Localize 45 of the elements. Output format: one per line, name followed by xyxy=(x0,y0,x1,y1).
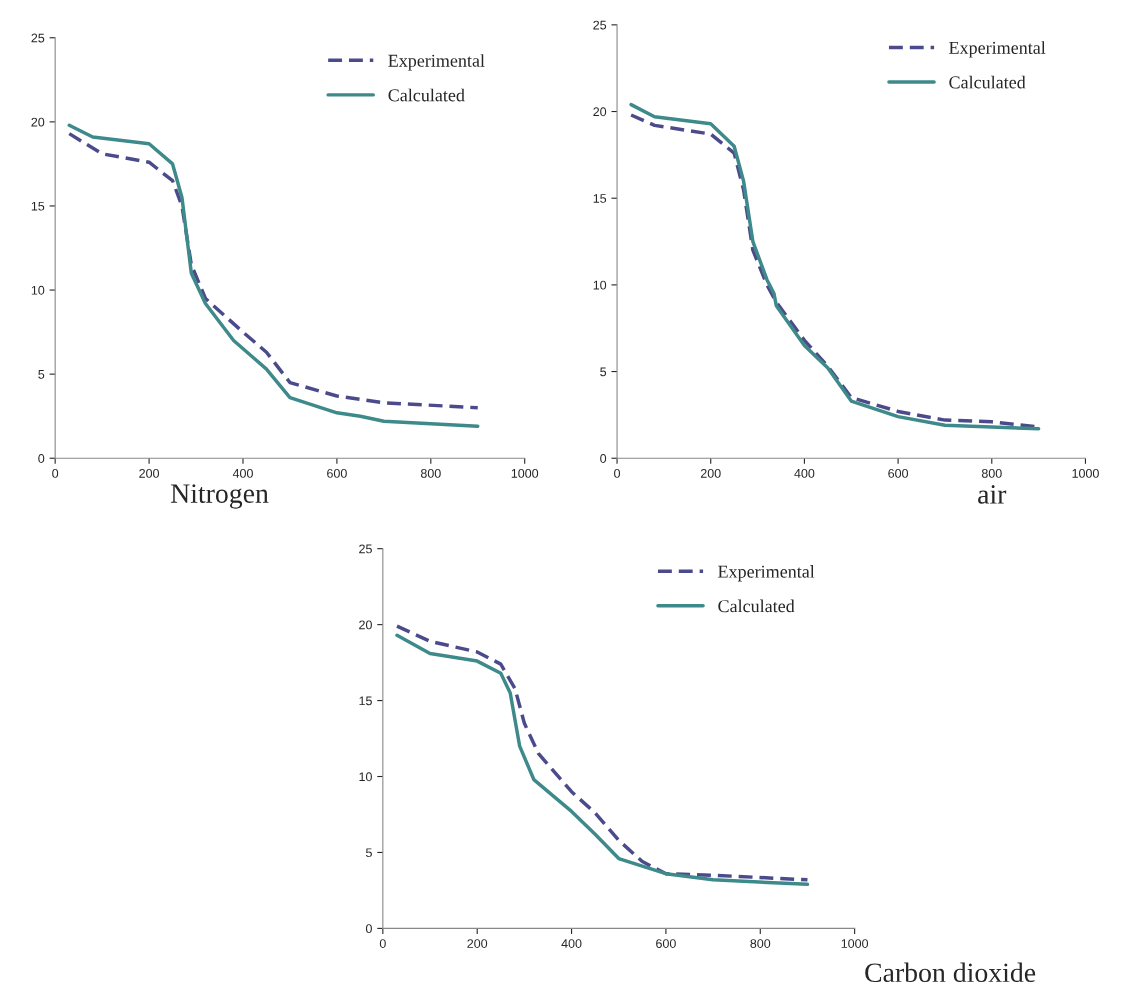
y-tick-label: 25 xyxy=(593,20,607,30)
x-axis-title: Nitrogen xyxy=(170,484,269,509)
x-tick-label: 800 xyxy=(750,939,771,948)
legend-label: Experimental xyxy=(949,41,1046,58)
y-tick-label: 15 xyxy=(31,201,45,211)
y-tick-label: 5 xyxy=(365,848,372,858)
x-tick-label: 400 xyxy=(794,468,815,478)
y-tick-label: 20 xyxy=(593,107,607,117)
x-tick-label: 600 xyxy=(888,468,909,478)
x-axis-title: Carbon dioxide xyxy=(865,962,1036,983)
y-tick-label: 10 xyxy=(31,285,45,295)
legend-label: Experimental xyxy=(388,54,485,71)
y-tick-label: 5 xyxy=(38,370,45,379)
x-tick-label: 400 xyxy=(561,939,582,948)
y-tick-label: 10 xyxy=(593,280,607,290)
x-tick-label: 800 xyxy=(981,468,1002,478)
legend-label: Experimental xyxy=(718,565,815,582)
y-tick-label: 10 xyxy=(359,772,372,782)
x-tick-label: 400 xyxy=(232,468,253,478)
x-tick-label: 0 xyxy=(379,939,386,948)
x-tick-label: 600 xyxy=(656,939,676,948)
legend-label: Calculated xyxy=(388,88,465,102)
x-tick-label: 1000 xyxy=(841,939,869,948)
y-tick-label: 0 xyxy=(38,454,45,463)
y-tick-label: 25 xyxy=(359,544,372,554)
legend-label: Calculated xyxy=(949,75,1026,89)
x-tick-label: 1000 xyxy=(1072,468,1099,478)
y-tick-label: 0 xyxy=(365,924,372,934)
y-tick-label: 20 xyxy=(31,117,45,127)
y-tick-label: 20 xyxy=(359,620,372,630)
y-tick-label: 0 xyxy=(600,454,607,463)
x-tick-label: 800 xyxy=(420,468,441,478)
x-tick-label: 600 xyxy=(327,468,347,478)
y-tick-label: 5 xyxy=(600,367,607,377)
x-tick-label: 200 xyxy=(139,468,160,478)
legend-label: Calculated xyxy=(718,599,795,613)
y-tick-label: 25 xyxy=(31,33,45,43)
y-tick-label: 15 xyxy=(359,696,372,706)
x-tick-label: 0 xyxy=(52,468,59,478)
y-tick-label: 15 xyxy=(593,194,607,203)
x-tick-label: 1000 xyxy=(511,468,539,478)
x-axis-title: air xyxy=(978,485,1007,504)
x-tick-label: 200 xyxy=(467,939,488,948)
x-tick-label: 0 xyxy=(614,468,621,478)
x-tick-label: 200 xyxy=(700,468,721,478)
